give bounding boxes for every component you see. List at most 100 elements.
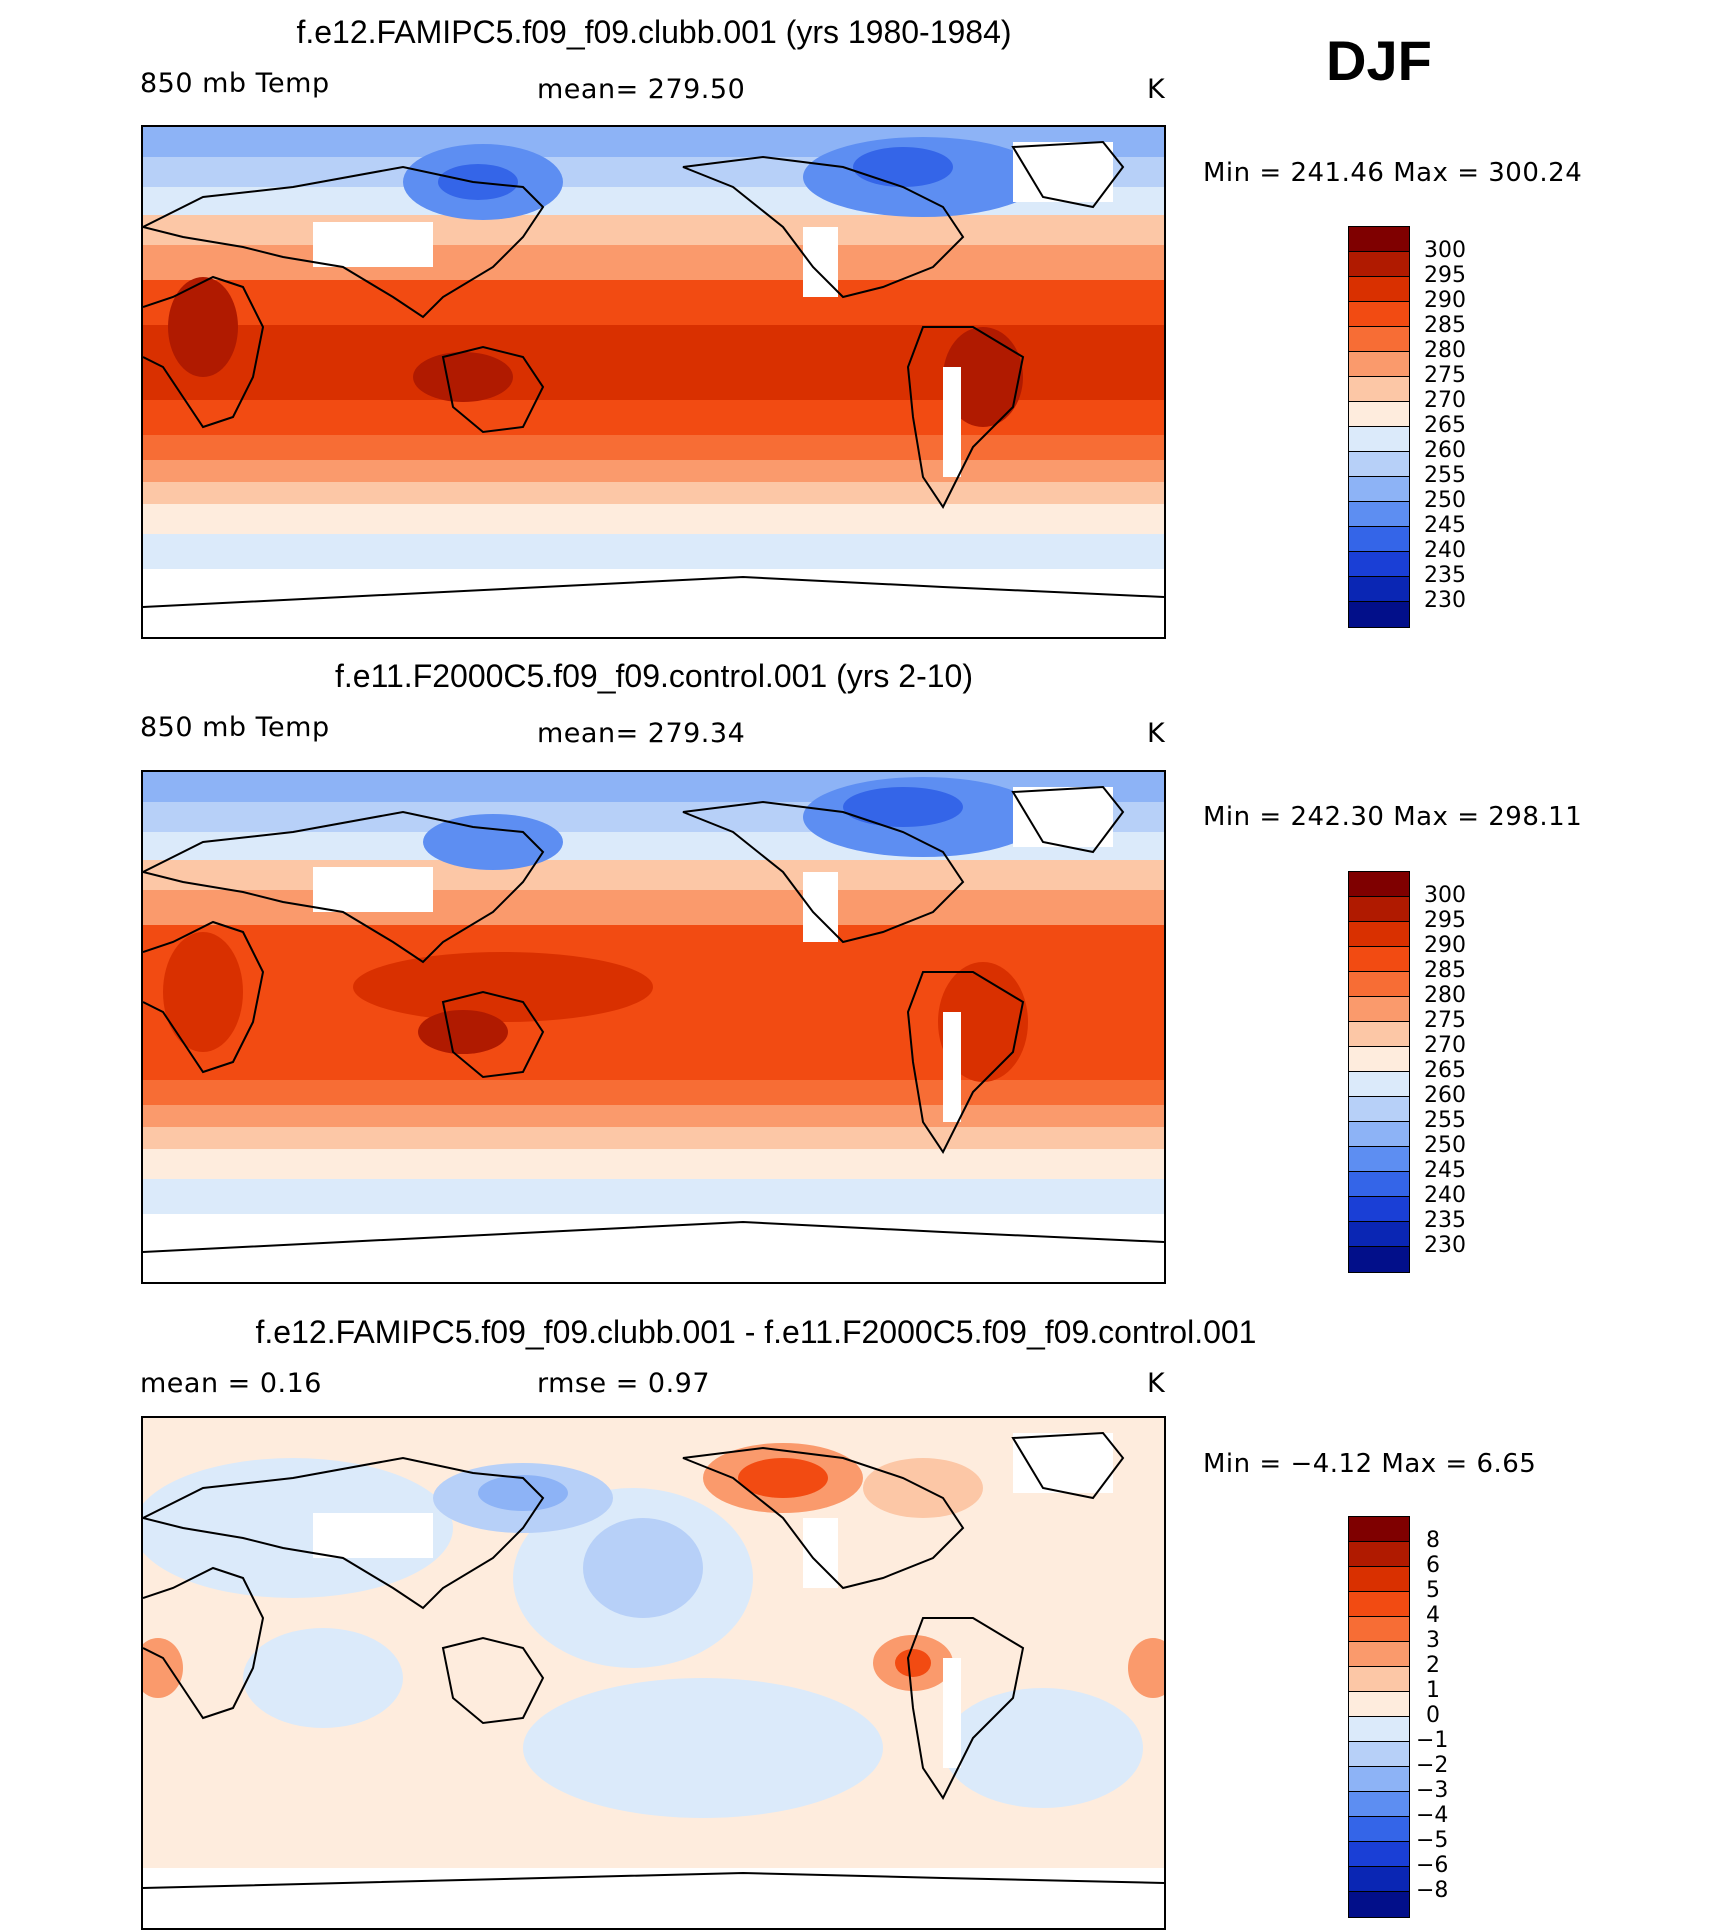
p3-cbar-cell [1349, 1892, 1409, 1917]
p3-cbar-cell [1349, 1867, 1409, 1892]
p3-coast-australia [441, 1636, 545, 1725]
p2-cbar-cell [1349, 1197, 1409, 1222]
p3-coast-antarctica [143, 1871, 1164, 1889]
p1-cbar-tick: 275 [1424, 363, 1466, 388]
p3-cbar-tick: −2 [1416, 1753, 1449, 1778]
p1-band-subpolar-s [143, 504, 1164, 534]
p2-cbar-tick: 230 [1424, 1233, 1466, 1258]
p3-cbar-tick: 6 [1426, 1553, 1440, 1578]
p1-cbar-tick: 255 [1424, 463, 1466, 488]
p1-cbar-cell [1349, 327, 1409, 352]
p1-cbar-tick: 270 [1424, 388, 1466, 413]
p2-siberia-cold [423, 814, 563, 870]
p1-cbar-tick: 260 [1424, 438, 1466, 463]
p2-band-subtrop-s [143, 1080, 1164, 1105]
p3-tibet-mask [313, 1513, 433, 1558]
p3-andes-mask [943, 1658, 961, 1768]
p2-cbar-tick: 285 [1424, 958, 1466, 983]
p2-band-subtrop-n [143, 890, 1164, 925]
p2-band-polar-s [143, 1179, 1164, 1214]
p3-cbar-tick: 3 [1426, 1628, 1440, 1653]
p3-cbar-tick: −8 [1416, 1878, 1449, 1903]
p2-cbar-cell [1349, 1222, 1409, 1247]
p3-coast-africa [143, 1566, 265, 1720]
p1-samerica-warm [943, 327, 1023, 427]
p3-eurasia-cool [143, 1458, 453, 1598]
p1-band-midlat2-n [143, 215, 1164, 245]
p2-cbar-tick: 275 [1424, 1008, 1466, 1033]
panel2-minmax: Min = 242.30 Max = 298.11 [1203, 802, 1583, 832]
p3-alaska-core [738, 1458, 828, 1498]
p1-cbar-cell [1349, 302, 1409, 327]
p2-cbar-tick: 295 [1424, 908, 1466, 933]
p3-cbar-cell [1349, 1592, 1409, 1617]
p3-cbar-cell [1349, 1742, 1409, 1767]
p2-band-antarctic [143, 1214, 1164, 1282]
p2-canada-core [843, 787, 963, 827]
p2-coast-africa [143, 920, 265, 1074]
p1-cbar-cell [1349, 427, 1409, 452]
p1-cbar-tick: 230 [1424, 588, 1466, 613]
p2-cbar-cell [1349, 922, 1409, 947]
panel3-mean-label: mean = 0.16 [140, 1368, 322, 1399]
p1-band-trop-n [143, 280, 1164, 325]
p2-andes-mask [943, 1012, 961, 1122]
p1-coast-namerica [682, 155, 965, 299]
panel3-colorbar [1348, 1516, 1410, 1918]
p2-cbar-tick: 240 [1424, 1183, 1466, 1208]
p2-australia-warm [418, 1010, 508, 1054]
p2-coast-samerica [906, 971, 1025, 1154]
panel1-title: f.e12.FAMIPC5.f09_f09.clubb.001 (yrs 198… [296, 14, 1012, 50]
p2-band-midlat1-s [143, 1105, 1164, 1127]
p1-cbar-cell [1349, 477, 1409, 502]
p1-greenland-mask [1013, 142, 1113, 202]
p1-cbar-cell [1349, 227, 1409, 252]
p3-cbar-cell [1349, 1817, 1409, 1842]
p2-coast-antarctica [143, 1220, 1164, 1253]
p3-cbar-cell [1349, 1792, 1409, 1817]
panel3-title: f.e12.FAMIPC5.f09_f09.clubb.001 - f.e11.… [255, 1314, 1257, 1350]
p1-coast-greenland [1011, 140, 1125, 209]
p3-africa-e-warm [1128, 1638, 1164, 1698]
p3-cbar-cell [1349, 1567, 1409, 1592]
p2-cbar-cell [1349, 1147, 1409, 1172]
panel1-minmax: Min = 241.46 Max = 300.24 [1203, 158, 1583, 188]
p1-band-subtrop-s [143, 435, 1164, 460]
p1-cbar-cell [1349, 402, 1409, 427]
season-label: DJF [1326, 29, 1432, 92]
p3-coast-eurasia [143, 1456, 545, 1610]
p1-band-midlat2-s [143, 482, 1164, 504]
panel1-map [141, 125, 1166, 639]
p2-cbar-tick: 245 [1424, 1158, 1466, 1183]
p3-pacific-cool-core [583, 1518, 703, 1618]
p2-cbar-tick: 290 [1424, 933, 1466, 958]
p2-greenland-mask [1013, 787, 1113, 847]
p2-cbar-tick: 280 [1424, 983, 1466, 1008]
p1-cbar-tick: 245 [1424, 513, 1466, 538]
panel2-mean-label: mean= 279.34 [537, 718, 746, 749]
p3-cbar-tick: 5 [1426, 1578, 1440, 1603]
panel3-map-svg [143, 1418, 1164, 1918]
p3-band-antarctic [143, 1868, 1164, 1918]
p1-cbar-tick: 280 [1424, 338, 1466, 363]
p1-coast-australia [441, 345, 545, 434]
p3-greenland-mask [1013, 1433, 1113, 1493]
p3-cbar-tick: −4 [1416, 1803, 1449, 1828]
panel1-mean-label: mean= 279.50 [537, 74, 746, 105]
p3-cbar-tick: 8 [1426, 1528, 1440, 1553]
p2-coast-greenland [1011, 785, 1125, 854]
p2-cbar-cell [1349, 872, 1409, 897]
p3-cbar-tick: 4 [1426, 1603, 1440, 1628]
p3-cbar-tick: −3 [1416, 1778, 1449, 1803]
p1-cbar-tick: 285 [1424, 313, 1466, 338]
p3-cbar-cell [1349, 1617, 1409, 1642]
p1-cbar-cell [1349, 352, 1409, 377]
p2-cbar-tick: 235 [1424, 1208, 1466, 1233]
p3-cbar-tick: −1 [1416, 1728, 1449, 1753]
p2-africa-warm [163, 932, 243, 1052]
p1-cbar-cell [1349, 252, 1409, 277]
p3-coast-samerica [906, 1617, 1025, 1800]
p2-coast-australia [441, 990, 545, 1079]
p2-cbar-tick: 300 [1424, 883, 1466, 908]
p1-canada-core [853, 147, 953, 187]
